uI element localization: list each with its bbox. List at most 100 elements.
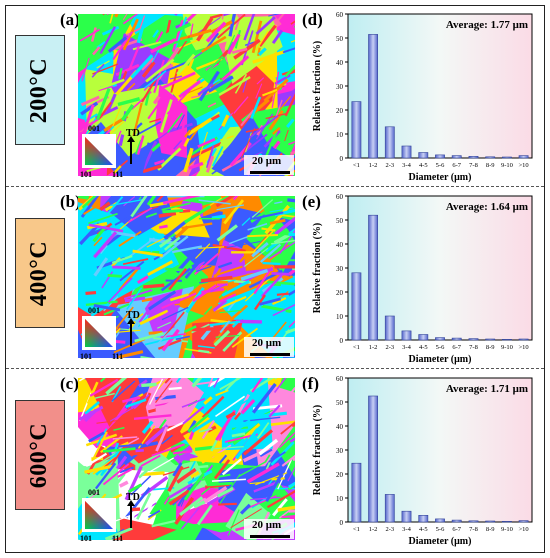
temperature-label-400: 400°C	[15, 218, 65, 328]
panel-label-b: (b)	[60, 192, 81, 211]
average-annotation: Average: 1.64 μm	[446, 201, 528, 213]
arrow-head-icon	[127, 318, 135, 324]
x-tick-label: 4-5	[419, 526, 428, 533]
x-tick-label: 9-10	[501, 344, 513, 351]
y-tick-label: 60	[336, 11, 344, 19]
bar-4-5	[418, 515, 429, 523]
bar-2-3	[384, 126, 395, 159]
x-tick-label: <1	[353, 344, 360, 351]
grain-size-chart-200: 0 10 20 30 40 50 60 <1 1-2 2-3 3-4 4-5 5-6 6-7 7-8 8-9 9…	[300, 8, 542, 186]
y-tick-label: 50	[336, 35, 344, 43]
td-direction-label: TD	[126, 492, 140, 503]
bar-8-9	[485, 156, 496, 159]
panel-label-c: (c)	[60, 374, 79, 393]
y-tick-label: 40	[336, 423, 344, 431]
td-arrow-icon	[130, 140, 132, 164]
ipf-color-triangle	[82, 498, 116, 532]
arrow-head-icon	[127, 136, 135, 142]
td-direction-label: TD	[126, 128, 140, 139]
x-tick-label: 8-9	[486, 526, 495, 533]
bar-6-7	[451, 155, 462, 159]
bar-3-4	[401, 145, 412, 159]
ipf-label-111: 111	[112, 352, 124, 361]
bar-<1	[351, 101, 362, 159]
y-tick-label: 10	[336, 313, 344, 321]
panel-label-e: (e)	[302, 192, 321, 211]
x-tick-label: >10	[519, 526, 529, 533]
x-tick-label: 7-8	[469, 344, 478, 351]
plot-area	[347, 13, 533, 159]
bar-7-8	[468, 338, 479, 341]
y-tick-label: 60	[336, 375, 344, 383]
grain-size-chart-600: 0 10 20 30 40 50 60 <1 1-2 2-3 3-4 4-5 5-6 6-7 7-8 8-9 9…	[300, 372, 542, 550]
bar-2-3	[384, 494, 395, 523]
scale-bar-background	[244, 155, 294, 175]
x-tick-label: 6-7	[452, 526, 461, 533]
temperature-label-200: 200°C	[15, 35, 65, 145]
panel-label-d: (d)	[302, 10, 323, 29]
y-tick-label: 50	[336, 399, 344, 407]
bar-5-6	[435, 518, 445, 523]
panel-label-a: (a)	[60, 10, 80, 29]
x-tick-label: 6-7	[452, 162, 461, 169]
y-axis-label: Relative fraction (%)	[312, 405, 323, 496]
x-tick-label: 3-4	[402, 526, 411, 533]
ipf-label-101: 101	[80, 534, 92, 543]
ipf-label-111: 111	[112, 170, 124, 179]
ipf-label-111: 111	[112, 534, 124, 543]
y-axis-label: Relative fraction (%)	[312, 223, 323, 314]
temperature-text: 400°C	[26, 240, 53, 306]
x-tick-label: <1	[353, 526, 360, 533]
ipf-label-001: 001	[88, 124, 100, 133]
y-tick-label: 0	[340, 519, 344, 527]
y-tick-label: 30	[336, 265, 344, 273]
x-tick-label: 6-7	[452, 344, 461, 351]
plot-area	[347, 377, 533, 523]
y-tick-label: 10	[336, 131, 344, 139]
y-tick-label: 20	[336, 289, 344, 297]
y-tick-label: 40	[336, 59, 344, 67]
x-tick-label: 8-9	[486, 162, 495, 169]
ipf-label-001: 001	[88, 306, 100, 315]
x-tick-label: <1	[353, 162, 360, 169]
bar-2-3	[384, 315, 395, 341]
x-tick-label: 8-9	[486, 344, 495, 351]
bar->10	[518, 155, 529, 159]
bar-5-6	[435, 337, 445, 341]
y-tick-label: 20	[336, 471, 344, 479]
y-tick-label: 60	[336, 193, 344, 201]
y-tick-label: 30	[336, 447, 344, 455]
x-axis-label: Diameter (μm)	[409, 172, 472, 183]
bar-4-5	[418, 334, 429, 341]
x-tick-label: 1-2	[369, 526, 378, 533]
bar-1-2	[368, 395, 378, 523]
bar-8-9	[485, 338, 496, 341]
temperature-text: 200°C	[26, 57, 53, 123]
ipf-label-001: 001	[88, 488, 100, 497]
bar-7-8	[468, 520, 479, 523]
bar-<1	[351, 272, 362, 341]
y-tick-label: 0	[340, 337, 344, 345]
bar-9-10	[502, 339, 512, 341]
x-tick-label: >10	[519, 344, 529, 351]
x-tick-label: 7-8	[469, 526, 478, 533]
x-tick-label: 9-10	[501, 162, 513, 169]
x-axis-label: Diameter (μm)	[409, 354, 472, 365]
row-divider	[6, 186, 544, 187]
td-arrow-icon	[130, 322, 132, 346]
y-tick-label: 30	[336, 83, 344, 91]
x-tick-label: 2-3	[385, 526, 394, 533]
x-tick-label: 5-6	[436, 526, 445, 533]
row-divider	[6, 368, 544, 369]
average-annotation: Average: 1.77 μm	[446, 19, 528, 31]
bar-7-8	[468, 156, 479, 159]
bar-9-10	[502, 521, 512, 523]
bar-4-5	[418, 152, 429, 159]
bar->10	[518, 520, 529, 523]
bar-<1	[351, 462, 362, 523]
x-tick-label: 3-4	[402, 162, 411, 169]
td-direction-label: TD	[126, 310, 140, 321]
bar-3-4	[401, 330, 412, 341]
scale-bar-background	[244, 337, 294, 357]
bar->10	[518, 338, 529, 341]
